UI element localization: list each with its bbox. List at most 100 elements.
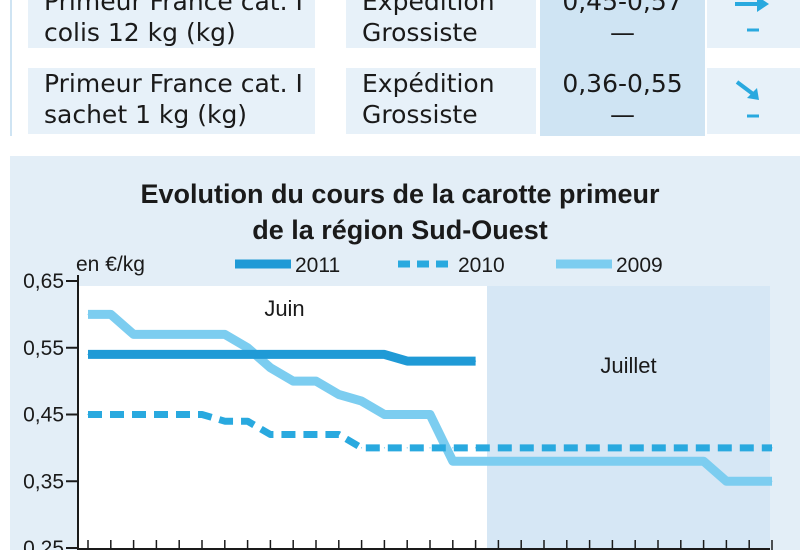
data-point-2010 [589,447,591,449]
data-point-2010 [566,447,568,449]
data-point-2011 [338,353,340,355]
legend-label-2009: 2009 [616,254,663,277]
y-axis-label: en €/kg [76,253,145,276]
data-point-2010 [452,447,454,449]
data-point-2009 [725,480,727,482]
data-point-2009 [224,333,226,335]
data-point-2010 [201,414,203,415]
period-label-juin: Juin [264,296,304,321]
row-1-price: 0,45-0,57 — [562,0,683,47]
data-point-2009 [703,460,705,462]
table-left-rule [10,0,12,136]
data-point-2009 [748,480,750,482]
data-point-2010 [361,447,363,449]
legend-label-2010: 2010 [458,254,505,277]
data-point-2009 [589,460,591,462]
data-point-2009 [543,460,545,462]
data-point-2009 [361,400,363,402]
y-tick-label: 0,65 [23,270,64,293]
data-point-2011 [452,360,454,362]
data-point-2010 [657,447,659,449]
data-point-2009 [657,460,659,462]
price-table: Primeur France cat. I colis 12 kg (kg) E… [0,0,800,146]
y-tick-label: 0,25 [23,537,64,550]
arrow-right-icon [735,0,769,32]
data-point-2009 [566,460,568,462]
data-point-2011 [247,353,249,355]
data-point-2009 [155,333,157,335]
data-point-2010 [155,414,157,415]
data-point-2011 [201,353,203,355]
data-point-2010 [224,420,226,422]
data-point-2011 [475,360,477,362]
data-point-2010 [247,420,249,422]
data-point-2011 [292,353,294,355]
data-point-2009 [429,414,431,415]
data-point-2011 [155,353,157,355]
data-point-2010 [475,447,477,449]
data-point-2009 [611,460,613,462]
data-point-2009 [178,333,180,335]
data-point-2009 [680,460,682,462]
data-point-2010 [725,447,727,449]
data-point-2010 [406,447,408,449]
data-point-2011 [406,360,408,362]
row-1-product: Primeur France cat. I colis 12 kg (kg) [28,0,315,48]
data-point-2009 [452,460,454,462]
period-bg-juillet [487,286,770,550]
data-point-2010 [315,434,317,436]
data-point-2009 [133,333,135,335]
data-point-2009 [338,393,340,395]
arrow-down-right-icon [735,80,759,118]
data-point-2009 [634,460,636,462]
data-point-2010 [520,447,522,449]
data-point-2010 [543,447,545,449]
data-point-2010 [611,447,613,449]
row-2-stage: Expédition Grossiste [346,68,536,134]
data-point-2010 [383,447,385,449]
data-point-2010 [269,434,271,436]
legend-label-2011: 2011 [295,254,340,277]
row-1-trend [707,0,800,48]
data-point-2010 [338,434,340,436]
data-point-2011 [383,353,385,355]
data-point-2010 [178,414,180,415]
data-point-2009 [406,414,408,415]
data-point-2009 [497,460,499,462]
data-point-2010 [292,434,294,436]
data-point-2009 [771,480,773,482]
data-point-2009 [520,460,522,462]
data-point-2011 [133,353,135,355]
chart-title: Evolution du cours de la carotte primeur… [140,179,660,245]
data-point-2010 [429,447,431,449]
data-point-2009 [201,333,203,335]
data-point-2010 [703,447,705,449]
y-tick-label: 0,45 [23,404,64,427]
series-line-2011 [88,349,476,366]
data-point-2009 [87,313,89,315]
y-tick-label: 0,55 [23,337,64,360]
data-point-2009 [247,347,249,349]
data-point-2010 [634,447,636,449]
data-point-2011 [178,353,180,355]
data-point-2010 [87,414,89,415]
data-point-2010 [497,447,499,449]
data-point-2011 [110,353,112,355]
data-point-2009 [292,380,294,382]
data-point-2011 [315,353,317,355]
data-point-2011 [224,353,226,355]
data-point-2009 [383,414,385,415]
data-point-2009 [475,460,477,462]
price-column-bg [540,0,705,136]
data-point-2010 [133,414,135,415]
data-point-2010 [110,414,112,415]
data-point-2010 [748,447,750,449]
data-point-2011 [269,353,271,355]
data-point-2009 [110,313,112,315]
data-point-2011 [361,353,363,355]
data-point-2009 [269,367,271,369]
data-point-2010 [680,447,682,449]
row-2-product: Primeur France cat. I sachet 1 kg (kg) [28,68,315,134]
y-tick-label: 0,35 [23,470,64,493]
